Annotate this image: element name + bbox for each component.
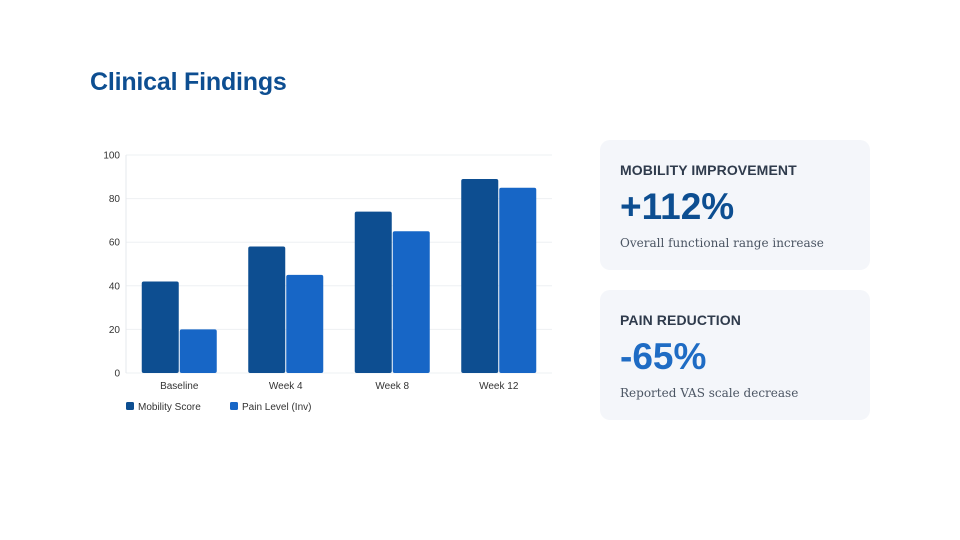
metric-description: Overall functional range increase: [620, 236, 824, 250]
metric-card-mobility: MOBILITY IMPROVEMENT +112% Overall funct…: [600, 140, 870, 270]
legend-swatch: [126, 402, 134, 410]
y-tick-label: 100: [103, 151, 120, 162]
bar-pain-week-12: [499, 187, 537, 373]
legend-label: Pain Level (Inv): [242, 402, 311, 413]
legend-swatch: [230, 402, 238, 410]
bar-mobility-week-12: [461, 178, 499, 373]
x-tick-label: Week 8: [375, 381, 409, 392]
legend-label: Mobility Score: [138, 402, 201, 413]
metric-description: Reported VAS scale decrease: [620, 386, 799, 400]
metric-label: PAIN REDUCTION: [620, 312, 741, 328]
y-tick-label: 20: [109, 325, 121, 336]
bar-mobility-week-8: [354, 211, 392, 373]
metric-value: -65%: [620, 336, 707, 377]
bar-pain-week-4: [286, 274, 324, 373]
y-tick-label: 80: [109, 194, 121, 205]
bar-mobility-week-4: [248, 246, 286, 373]
page-title: Clinical Findings: [90, 68, 287, 96]
bar-mobility-baseline: [141, 281, 179, 373]
y-tick-label: 60: [109, 238, 121, 249]
y-tick-label: 0: [114, 369, 120, 380]
chart-legend: Mobility Score Pain Level (Inv): [126, 402, 311, 413]
x-tick-label: Week 12: [479, 381, 519, 392]
metric-card-pain: PAIN REDUCTION -65% Reported VAS scale d…: [600, 290, 870, 420]
bar-pain-week-8: [392, 231, 430, 373]
y-axis-ticks: 0 20 40 60 80 100: [103, 151, 120, 380]
chart-bars: [141, 178, 537, 373]
x-tick-label: Baseline: [160, 381, 199, 392]
metric-label: MOBILITY IMPROVEMENT: [620, 162, 797, 178]
y-tick-label: 40: [109, 281, 121, 292]
metric-value: +112%: [620, 186, 735, 227]
x-tick-label: Week 4: [269, 381, 303, 392]
bar-pain-baseline: [179, 329, 217, 373]
bar-chart: 0 20 40 60 80 100 Baseline Week 4 Week 8 Week 12…: [103, 151, 552, 413]
x-axis-ticks: Baseline Week 4 Week 8 Week 12: [160, 381, 519, 392]
